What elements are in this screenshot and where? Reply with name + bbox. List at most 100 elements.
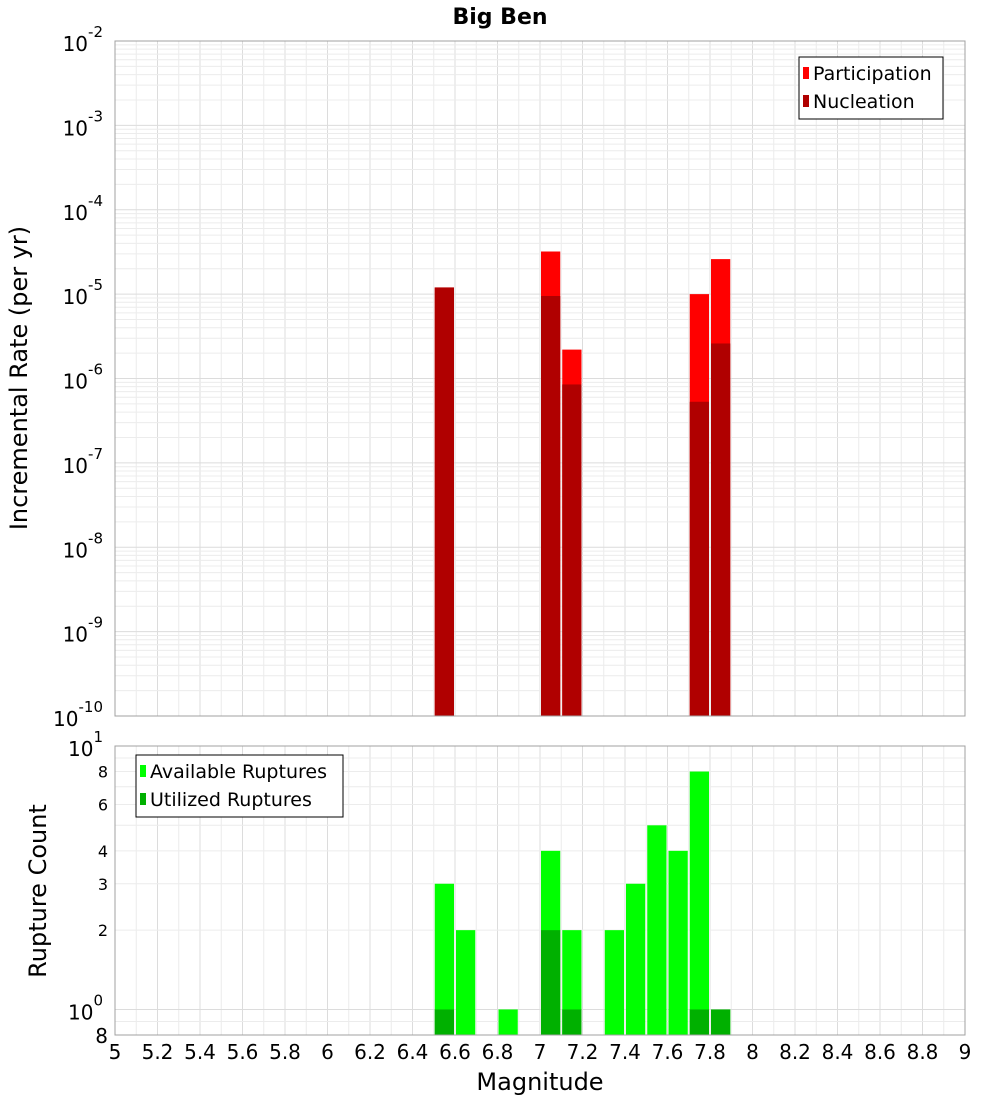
count-bar-available-ruptures	[434, 883, 454, 1035]
legend-swatch	[803, 67, 809, 79]
count-bar-utilized-ruptures	[434, 1009, 454, 1035]
y-tick-exponent: -4	[88, 192, 103, 210]
y-tick-label: 101	[68, 728, 103, 761]
count-bar-available-ruptures	[668, 850, 688, 1035]
count-bar-available-ruptures	[689, 771, 709, 1035]
y-tick-label: 4	[98, 842, 108, 861]
count-bar-available-ruptures	[456, 930, 476, 1035]
x-tick-label: 5.4	[184, 1040, 216, 1064]
y-tick-base: 10	[63, 623, 88, 647]
x-tick-label: 7.4	[609, 1040, 641, 1064]
rate-bar-nucleation	[711, 343, 731, 716]
chart-title: Big Ben	[452, 5, 547, 30]
y-tick-exponent: 0	[93, 991, 103, 1009]
y-tick-exponent: -10	[79, 698, 104, 716]
rate-bar-nucleation	[689, 401, 709, 716]
rate-bar-nucleation	[541, 296, 561, 716]
y-tick-exponent: -6	[88, 361, 103, 379]
rate-plot-frame	[114, 40, 966, 717]
count-bars	[434, 771, 731, 1035]
x-tick-label: 6.8	[482, 1040, 514, 1064]
rate-bar-nucleation	[434, 287, 454, 716]
x-tick-label: 8.8	[907, 1040, 939, 1064]
y-tick-label: 10-2	[63, 23, 103, 56]
y-tick-label: 10-9	[63, 614, 103, 647]
x-tick-label: 5.2	[142, 1040, 174, 1064]
y-tick-exponent: -2	[88, 23, 103, 41]
x-tick-label: 6	[321, 1040, 334, 1064]
count-bar-utilized-ruptures	[541, 930, 561, 1035]
y-tick-exponent: -9	[88, 614, 103, 632]
y-tick-base: 10	[53, 707, 78, 731]
count-legend: Available Ruptures Utilized Ruptures	[135, 754, 344, 818]
x-tick-label: 5.8	[269, 1040, 301, 1064]
y-tick-label: 3	[98, 875, 108, 894]
y-tick-exponent: -7	[88, 445, 103, 463]
y-tick-base: 10	[63, 32, 88, 56]
rate-grid	[114, 40, 966, 717]
y-tick-label: 10-5	[63, 276, 103, 309]
y-tick-base: 10	[63, 201, 88, 225]
x-axis-label: Magnitude	[476, 1068, 603, 1096]
y-tick-label: 8	[95, 1024, 108, 1048]
x-tick-label: 8.6	[864, 1040, 896, 1064]
rate-legend: Participation Nucleation	[798, 56, 944, 120]
rate-y-axis-label: Incremental Rate (per yr)	[5, 226, 33, 530]
y-tick-exponent: -8	[88, 529, 103, 547]
y-tick-base: 10	[63, 538, 88, 562]
legend-box	[135, 754, 344, 818]
count-bar-available-ruptures	[626, 883, 646, 1035]
x-tick-label: 5	[109, 1040, 122, 1064]
y-tick-label: 10-6	[63, 361, 103, 394]
legend-label: Available Ruptures	[150, 761, 327, 783]
count-bar-available-ruptures	[647, 825, 667, 1035]
count-bar-available-ruptures	[604, 930, 624, 1035]
x-tick-label: 5.6	[227, 1040, 259, 1064]
y-tick-base: 10	[63, 370, 88, 394]
y-tick-base: 10	[63, 285, 88, 309]
legend-swatch	[140, 765, 146, 777]
y-tick-label: 10-7	[63, 445, 103, 478]
count-plot-frame	[114, 745, 966, 1036]
x-tick-label: 8	[746, 1040, 759, 1064]
x-tick-label: 6.6	[439, 1040, 471, 1064]
y-tick-label: 10-10	[53, 698, 103, 731]
legend-box	[798, 56, 944, 120]
y-tick-label: 10-4	[63, 192, 103, 225]
x-tick-label: 8.4	[822, 1040, 854, 1064]
legend-swatch	[140, 793, 146, 805]
y-tick-base: 10	[68, 1000, 93, 1024]
rate-bars	[434, 251, 731, 716]
y-tick-label: 10-3	[63, 107, 103, 140]
legend-swatch	[803, 95, 809, 107]
x-tick-label: 7.6	[652, 1040, 684, 1064]
legend-label: Nucleation	[813, 91, 915, 113]
legend-label: Utilized Ruptures	[150, 789, 312, 811]
x-ticks: 5 5.2 5.4 5.6 5.8 6 6.2 6.4 6.6 6.8 7 7.2 7.4 7.6 7.8 8…	[109, 1040, 972, 1064]
x-tick-label: 6.2	[354, 1040, 386, 1064]
legend-label: Participation	[813, 63, 932, 85]
count-bar-utilized-ruptures	[689, 1009, 709, 1035]
y-tick-label: 100	[68, 991, 103, 1024]
y-tick-label: 6	[98, 795, 108, 814]
count-bar-utilized-ruptures	[711, 1009, 731, 1035]
x-tick-label: 9	[959, 1040, 972, 1064]
count-bar-available-ruptures	[562, 930, 582, 1035]
y-tick-label: 10-8	[63, 529, 103, 562]
rate-bar-nucleation	[562, 384, 582, 716]
y-tick-base: 10	[68, 737, 93, 761]
x-tick-label: 7.8	[694, 1040, 726, 1064]
y-tick-label: 2	[98, 921, 108, 940]
count-bar-available-ruptures	[498, 1009, 518, 1035]
y-tick-exponent: 1	[93, 728, 103, 746]
count-y-axis-label: Rupture Count	[24, 804, 52, 978]
x-tick-label: 8.2	[779, 1040, 811, 1064]
y-tick-label: 8	[98, 763, 108, 782]
y-tick-exponent: -5	[88, 276, 103, 294]
x-tick-label: 7.2	[567, 1040, 599, 1064]
